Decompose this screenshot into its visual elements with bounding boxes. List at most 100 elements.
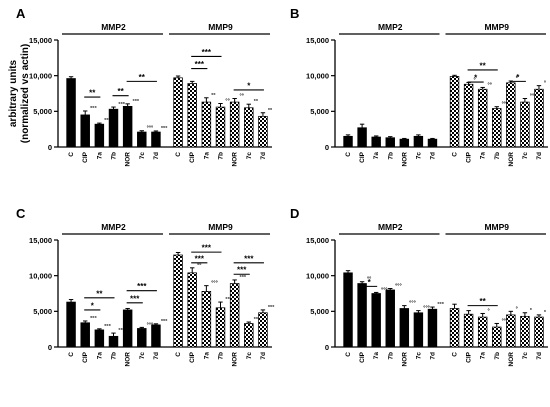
significance-marker: °°° <box>104 324 111 330</box>
comparison-label: ** <box>89 89 96 98</box>
significance-marker: °° <box>488 82 492 88</box>
bar <box>385 137 395 148</box>
bar <box>173 77 183 148</box>
comparison-label: *** <box>202 244 212 253</box>
group-label: MMP9 <box>484 222 509 232</box>
category-label: 7d <box>260 152 267 160</box>
significance-marker: °° <box>240 93 244 99</box>
significance-marker: ° <box>530 308 532 314</box>
bar <box>449 308 460 348</box>
category-label: CIP <box>466 151 473 163</box>
category-label: 7b <box>218 352 225 360</box>
y-tick-label: 5,000 <box>33 107 52 116</box>
bar <box>463 313 474 348</box>
panel-d: D05,00010,00015,000MMP2C°°CIP°°°7a°°°7b°… <box>290 206 548 366</box>
bar <box>66 78 76 148</box>
category-label: CIP <box>189 151 196 163</box>
significance-marker: °° <box>367 277 371 283</box>
category-label: 7d <box>429 352 436 360</box>
bar <box>413 135 424 148</box>
group-label: MMP9 <box>208 22 233 32</box>
bar <box>413 312 424 348</box>
comparison-label: *** <box>195 254 205 263</box>
y-tick-label: 15,000 <box>306 36 329 45</box>
significance-marker: °°° <box>133 99 140 105</box>
significance-marker: °°° <box>395 284 402 290</box>
bar <box>229 283 240 348</box>
category-label: 7c <box>415 152 422 160</box>
bar <box>258 115 268 148</box>
bar <box>258 312 268 348</box>
bar <box>343 135 353 148</box>
bar <box>385 289 395 348</box>
category-label: 7d <box>536 152 543 160</box>
group-label: MMP2 <box>378 222 403 232</box>
category-label: 7a <box>203 152 210 160</box>
bar <box>492 326 502 348</box>
significance-marker: °°° <box>437 302 444 308</box>
significance-marker: °°° <box>409 301 416 307</box>
bar <box>187 272 197 348</box>
bar <box>244 107 254 148</box>
category-label: C <box>345 152 352 157</box>
bar <box>506 82 516 148</box>
significance-marker: ° <box>544 81 546 87</box>
comparison-label: ** <box>139 73 146 82</box>
category-label: NOR <box>508 152 515 167</box>
category-label: NOR <box>232 352 239 367</box>
y-tick-label: 15,000 <box>29 236 52 245</box>
significance-marker: °° <box>211 93 215 99</box>
significance-marker: °° <box>254 99 258 105</box>
category-label: 7a <box>373 352 380 360</box>
y-tick-label: 15,000 <box>306 236 329 245</box>
category-label: C <box>68 152 75 157</box>
category-label: C <box>452 352 459 357</box>
category-label: 7d <box>153 352 160 360</box>
comparison-label: * <box>91 301 95 310</box>
significance-marker: ° <box>488 308 490 314</box>
comparison-label: ** <box>480 297 487 306</box>
bar <box>244 323 254 348</box>
category-label: 7c <box>139 152 146 160</box>
bar <box>108 335 119 348</box>
significance-marker: °°° <box>90 106 97 112</box>
bar <box>137 131 147 148</box>
significance-marker: °°° <box>530 93 537 99</box>
category-label: CIP <box>82 351 89 363</box>
bar <box>215 307 226 348</box>
bar <box>357 127 367 148</box>
category-label: CIP <box>359 351 366 363</box>
significance-marker: °° <box>225 98 229 104</box>
bar <box>534 88 544 148</box>
significance-marker: °° <box>197 263 201 269</box>
category-label: CIP <box>189 351 196 363</box>
significance-marker: °°° <box>147 126 154 132</box>
significance-marker: °°° <box>254 317 261 323</box>
significance-marker: °° <box>268 108 272 114</box>
category-label: C <box>452 152 459 157</box>
panel-letter: C <box>16 206 26 221</box>
category-label: 7c <box>415 352 422 360</box>
comparison-label: * <box>368 278 372 287</box>
bar <box>534 316 544 348</box>
group-label: MMP2 <box>101 22 126 32</box>
bar <box>371 293 381 348</box>
bar <box>122 309 133 348</box>
category-label: 7b <box>494 152 501 160</box>
category-label: 7d <box>153 152 160 160</box>
bar <box>151 324 161 348</box>
bar <box>520 101 530 148</box>
panel-letter: B <box>290 6 299 21</box>
y-tick-label: 10,000 <box>29 271 52 280</box>
panel-letter: A <box>16 6 26 21</box>
category-label: 7b <box>387 152 394 160</box>
bar <box>399 138 410 148</box>
bar <box>520 315 530 348</box>
y-tick-label: 0 <box>48 343 52 352</box>
significance-marker: °°° <box>118 102 125 108</box>
category-label: 7c <box>139 352 146 360</box>
significance-marker: ° <box>544 310 546 316</box>
category-label: NOR <box>232 152 239 167</box>
comparison-label: * <box>247 81 251 90</box>
group-label: MMP2 <box>101 222 126 232</box>
